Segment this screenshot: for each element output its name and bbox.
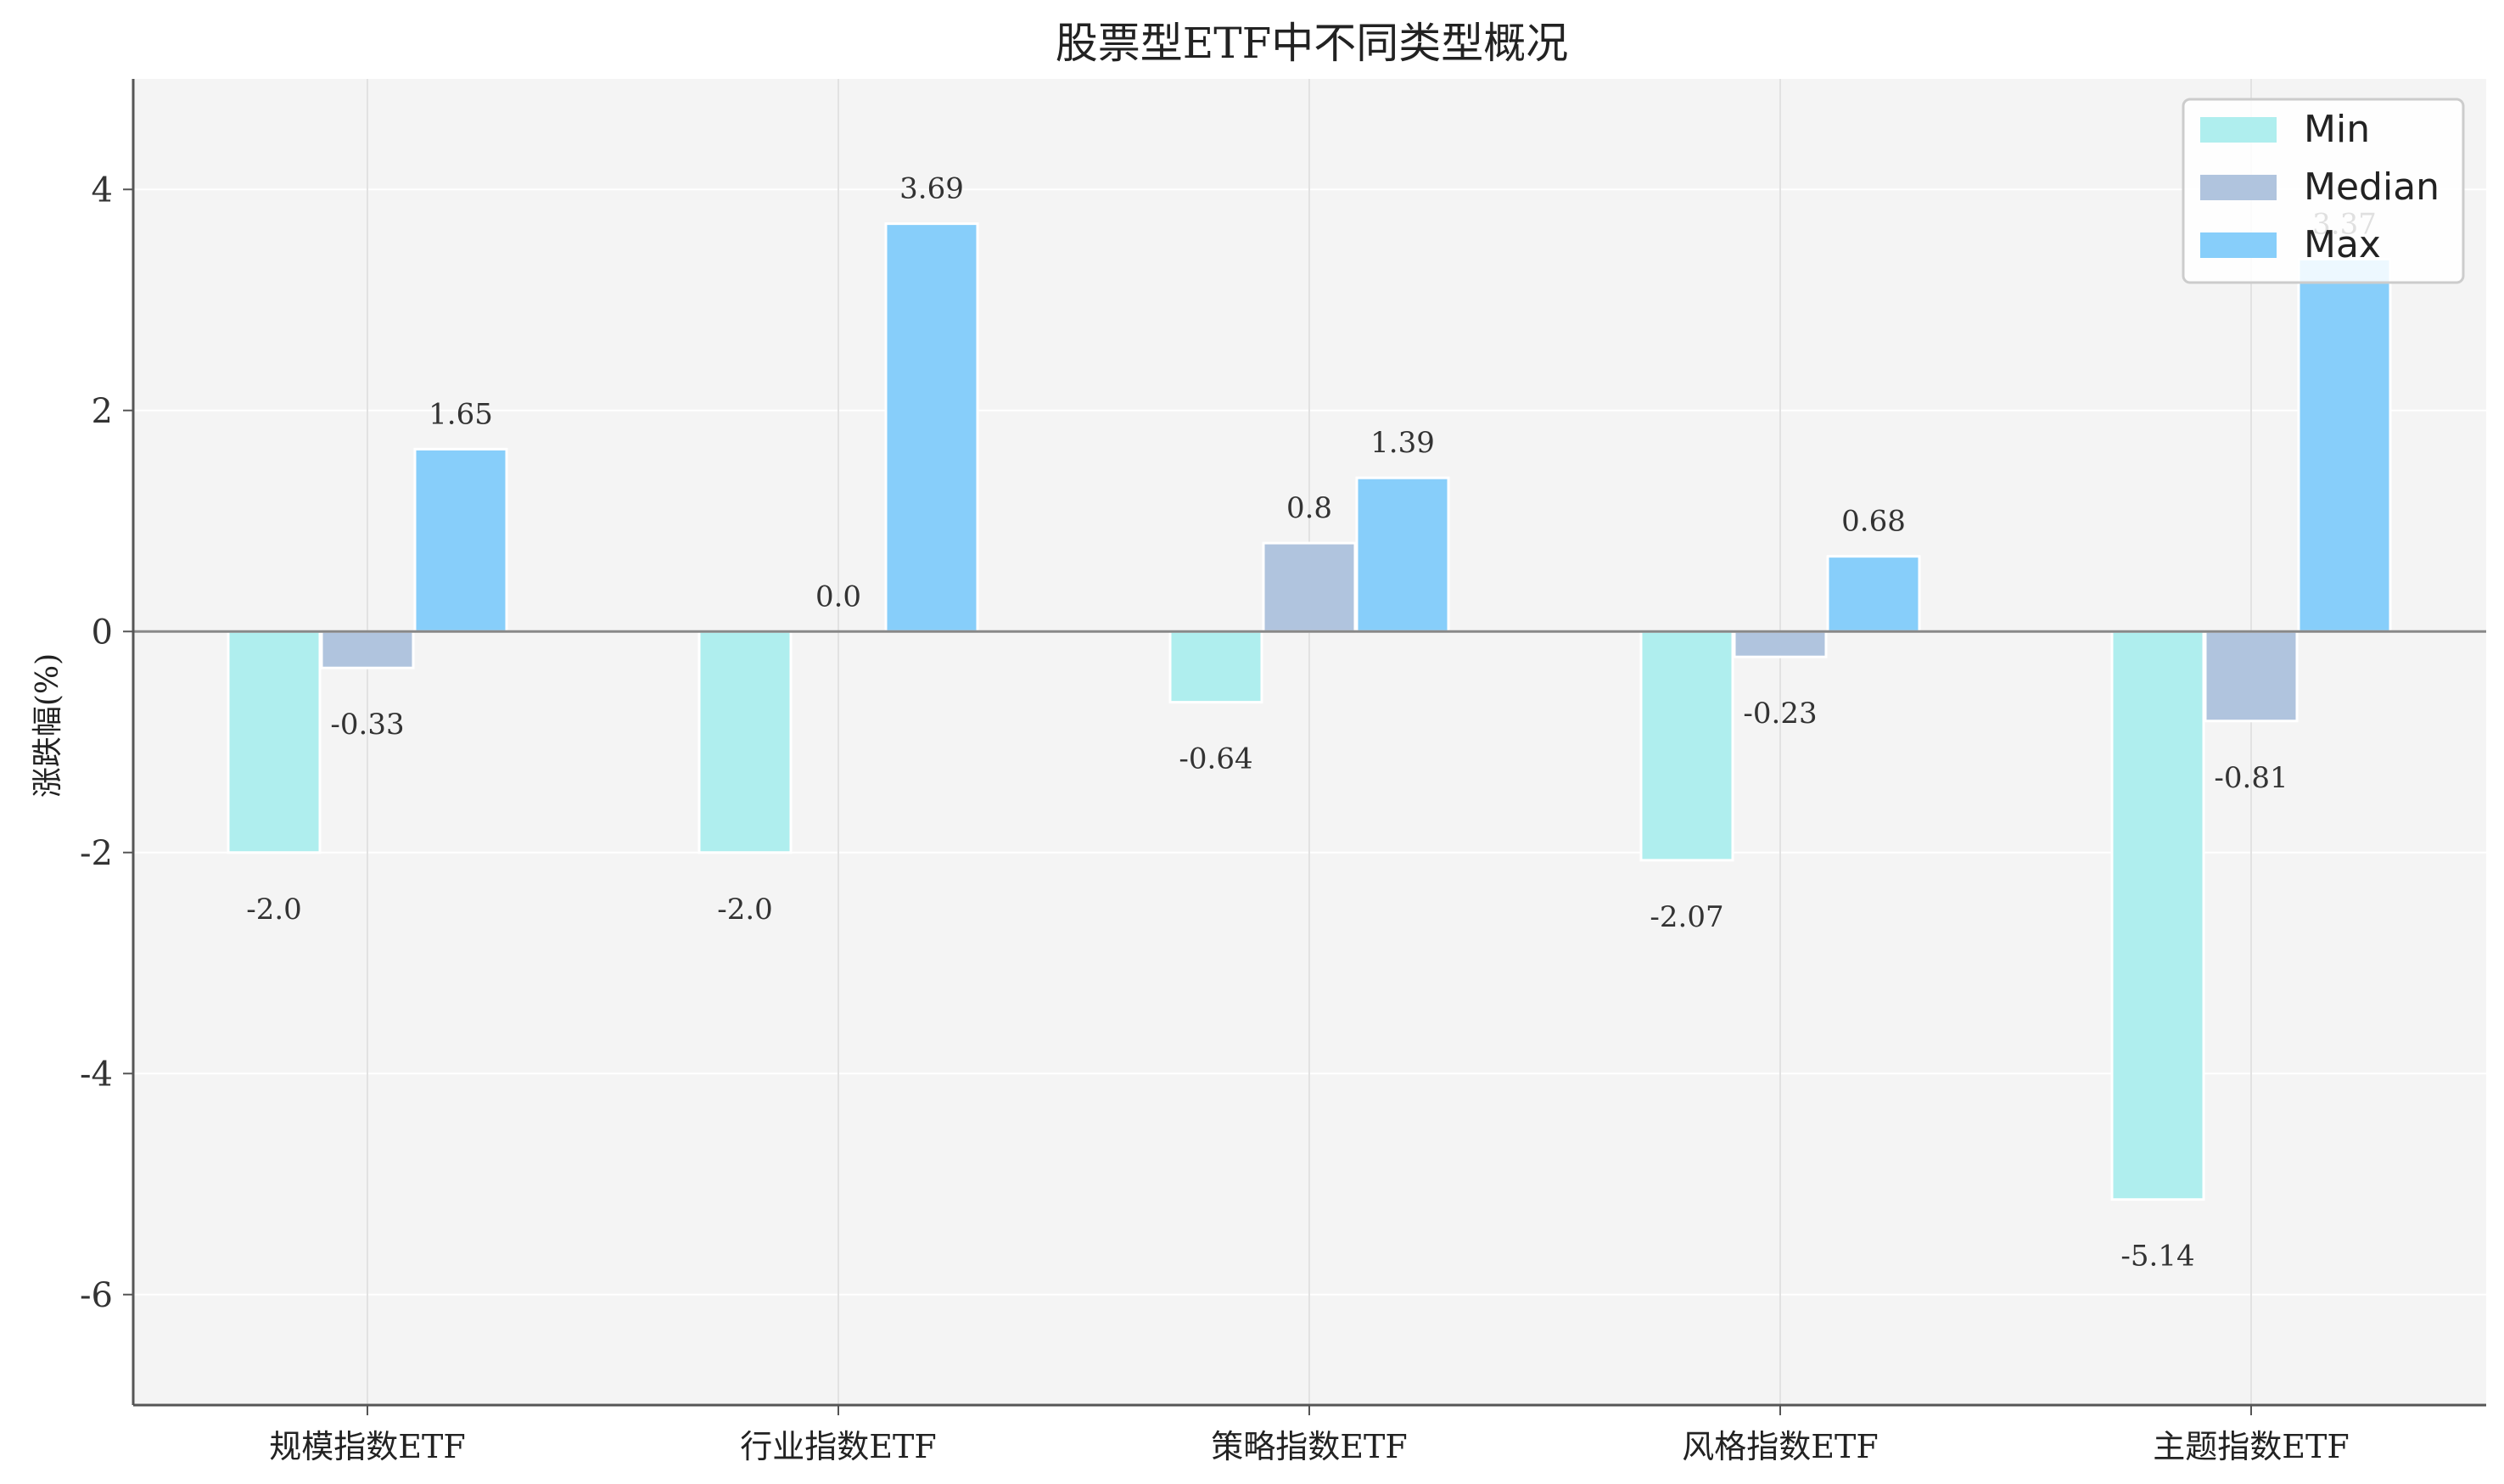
x-tick-label: 规模指数ETF	[269, 1428, 465, 1465]
legend-swatch-max	[2200, 232, 2277, 258]
data-label: 1.65	[429, 397, 493, 431]
y-tick-label: 4	[92, 171, 113, 210]
bar-min	[227, 630, 322, 854]
y-tick-label: 0	[92, 613, 113, 652]
legend-swatch-median	[2200, 175, 2277, 200]
data-label: -2.0	[246, 893, 302, 927]
bar-max	[1826, 555, 1921, 633]
x-tick-label: 行业指数ETF	[740, 1428, 936, 1465]
bar-median	[320, 630, 415, 669]
data-label: -0.81	[2214, 761, 2288, 795]
legend-label: Max	[2304, 223, 2381, 266]
data-label: 3.69	[899, 172, 964, 206]
bar-max	[1355, 476, 1450, 633]
data-label: 0.8	[1286, 491, 1332, 525]
bar-min	[2110, 630, 2205, 1201]
x-ticks: 规模指数ETF 行业指数ETF 策略指数ETF 风格指数ETF 主题指数ETF	[269, 1405, 2350, 1465]
x-tick-label: 主题指数ETF	[2153, 1428, 2349, 1465]
data-label: -0.64	[1179, 742, 1252, 776]
y-tick-label: -6	[80, 1276, 113, 1315]
bar-max	[2297, 257, 2392, 633]
y-tick-label: -4	[80, 1055, 113, 1094]
bar-max	[413, 447, 508, 633]
bar-max	[884, 222, 979, 633]
grid	[133, 79, 2486, 1405]
bar-min	[697, 630, 793, 854]
data-label: -2.0	[717, 893, 773, 927]
data-label: 0.0	[815, 580, 861, 613]
data-label: -2.07	[1650, 900, 1723, 934]
bar-median	[2204, 630, 2299, 723]
bar-median	[1262, 541, 1357, 633]
legend-label: Min	[2304, 108, 2370, 151]
y-axis-label: 涨跌幅(%)	[31, 653, 65, 798]
x-tick-label: 策略指数ETF	[1211, 1428, 1407, 1465]
data-label: 1.39	[1370, 426, 1435, 460]
data-label: -0.23	[1743, 697, 1817, 731]
legend: Min Median Max	[2182, 98, 2465, 284]
chart-title: 股票型ETF中不同类型概况	[1056, 19, 1569, 68]
data-label: -0.33	[330, 708, 404, 742]
y-tick-label: 2	[92, 392, 113, 431]
bar-median	[1733, 630, 1828, 658]
bar-min	[1168, 630, 1263, 704]
legend-label: Median	[2304, 165, 2440, 209]
data-label: 0.68	[1841, 505, 1906, 539]
x-tick-label: 风格指数ETF	[1682, 1428, 1878, 1465]
data-label: -5.14	[2120, 1240, 2194, 1274]
legend-swatch-min	[2200, 117, 2277, 143]
bar-min	[1639, 630, 1734, 862]
y-tick-label: -2	[80, 834, 113, 873]
y-ticks: -6 -4 -2 0 2 4	[80, 171, 133, 1315]
